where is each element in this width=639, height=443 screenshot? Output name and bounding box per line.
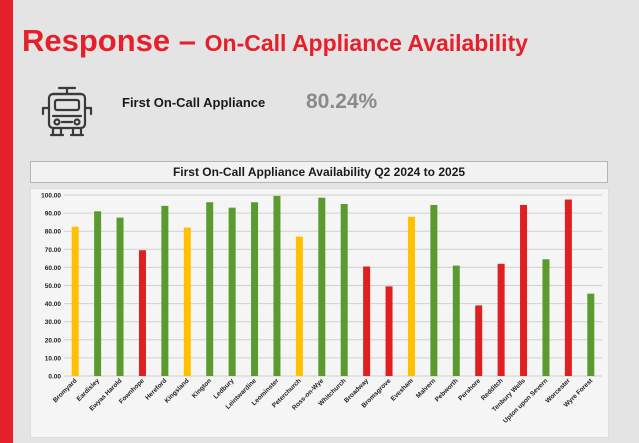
bar-pershore <box>475 305 483 376</box>
bar-whitchurch <box>340 204 348 376</box>
y-tick-label: 70.00 <box>45 247 62 254</box>
bar-broadway <box>363 266 371 376</box>
fire-engine-icon <box>41 86 93 137</box>
bar-worcester <box>564 199 572 376</box>
bar-pebworth <box>452 265 460 376</box>
bar-fownhope <box>138 250 146 376</box>
y-tick-label: 90.00 <box>45 211 62 218</box>
bar-kingsland <box>183 227 191 376</box>
bar-eardisley <box>94 211 102 376</box>
bar-tenbury-wells <box>520 204 528 376</box>
title-response: Response – <box>22 23 205 58</box>
y-tick-label: 0.00 <box>48 374 61 381</box>
page-title: Response – On-Call Appliance Availabilit… <box>22 22 528 59</box>
bar-malvern <box>430 204 438 376</box>
bar-leintwardine <box>251 202 259 376</box>
bar-chart: 0.00 10.00 20.00 30.00 40.00 50.00 60.00 70.00 8… <box>30 188 609 438</box>
bar-hereford <box>161 205 169 376</box>
bar-kington <box>206 202 214 376</box>
accent-bar <box>0 0 13 443</box>
bar-upton-upon-severn <box>542 259 550 376</box>
y-tick-label: 60.00 <box>45 265 62 272</box>
bar-ewyas-harold <box>116 217 124 376</box>
bar-bromyard <box>71 226 79 376</box>
bar-ross-on-wye <box>318 197 326 376</box>
bar-evesham <box>407 216 415 376</box>
bar-leominster <box>273 195 281 376</box>
y-tick-label: 20.00 <box>45 337 62 344</box>
y-tick-label: 100.00 <box>41 193 61 200</box>
y-tick-label: 40.00 <box>45 301 62 308</box>
stat-value: 80.24% <box>306 90 378 113</box>
bar-peterchurch <box>295 236 303 376</box>
y-tick-label: 80.00 <box>45 229 62 236</box>
chart-title: First On-Call Appliance Availability Q2 … <box>30 161 608 183</box>
bar-wyre-forest <box>587 293 595 376</box>
y-tick-label: 30.00 <box>45 319 62 326</box>
bar-bromsgrove <box>385 286 393 376</box>
y-tick-label: 10.00 <box>45 355 62 362</box>
bar-redditch <box>497 263 505 376</box>
title-subject: On-Call Appliance Availability <box>204 30 528 56</box>
bar-ledbury <box>228 207 236 376</box>
stat-label: First On-Call Appliance <box>122 95 266 110</box>
y-tick-label: 50.00 <box>45 283 62 290</box>
